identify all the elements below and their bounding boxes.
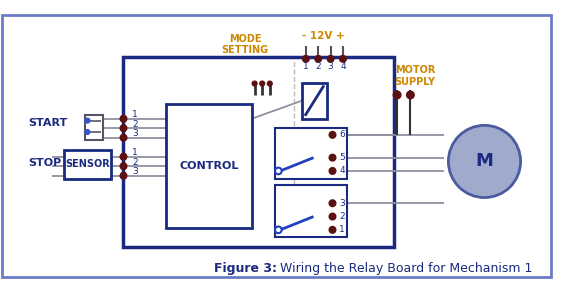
Circle shape [275, 226, 282, 233]
Text: CONTROL: CONTROL [180, 161, 238, 171]
Text: Figure 3:: Figure 3: [214, 262, 277, 275]
Text: 1: 1 [339, 225, 345, 234]
Circle shape [120, 172, 127, 179]
Text: 2: 2 [132, 158, 138, 167]
Circle shape [315, 56, 322, 62]
Circle shape [329, 200, 336, 207]
Text: START: START [29, 118, 68, 128]
Bar [124, 57, 394, 247]
Bar [276, 185, 347, 237]
Circle shape [394, 91, 401, 99]
Text: 3: 3 [132, 167, 138, 176]
Circle shape [329, 168, 336, 174]
Text: 3: 3 [328, 62, 333, 71]
Circle shape [120, 134, 127, 141]
Bar [64, 150, 111, 178]
Text: 3: 3 [132, 129, 138, 138]
Text: 2: 2 [315, 62, 321, 71]
Text: M: M [476, 153, 493, 170]
Text: Wiring the Relay Board for Mechanism 1: Wiring the Relay Board for Mechanism 1 [280, 262, 533, 275]
Circle shape [85, 118, 90, 123]
Circle shape [329, 213, 336, 220]
Circle shape [327, 56, 334, 62]
Text: 1: 1 [132, 111, 138, 119]
Circle shape [120, 125, 127, 132]
Bar [86, 115, 103, 140]
Circle shape [120, 115, 127, 122]
Text: 2: 2 [339, 212, 345, 221]
Circle shape [329, 226, 336, 233]
Circle shape [406, 91, 414, 99]
Circle shape [268, 81, 272, 86]
Text: STOP: STOP [29, 158, 62, 168]
Text: 5: 5 [339, 153, 345, 162]
Text: 4: 4 [339, 166, 345, 175]
Circle shape [329, 154, 336, 161]
Text: 4: 4 [340, 62, 346, 71]
Circle shape [448, 125, 521, 198]
Bar [302, 83, 327, 119]
Circle shape [120, 163, 127, 169]
Text: - 12V +: - 12V + [301, 31, 345, 41]
Bar [166, 104, 252, 228]
Circle shape [275, 168, 282, 174]
Circle shape [329, 132, 336, 138]
Text: 1: 1 [303, 62, 309, 71]
Text: 6: 6 [339, 130, 345, 139]
Circle shape [120, 153, 127, 160]
Text: 3: 3 [339, 199, 345, 208]
Circle shape [303, 56, 309, 62]
Text: SENSOR: SENSOR [65, 159, 110, 169]
Text: MODE
SETTING: MODE SETTING [222, 34, 269, 55]
Circle shape [252, 81, 257, 86]
Circle shape [340, 56, 346, 62]
Circle shape [260, 81, 265, 86]
Text: MOTOR
SUPPLY: MOTOR SUPPLY [395, 65, 436, 87]
Text: 2: 2 [132, 120, 138, 129]
Bar [276, 128, 347, 178]
Text: 1: 1 [132, 148, 138, 157]
Circle shape [85, 130, 90, 134]
